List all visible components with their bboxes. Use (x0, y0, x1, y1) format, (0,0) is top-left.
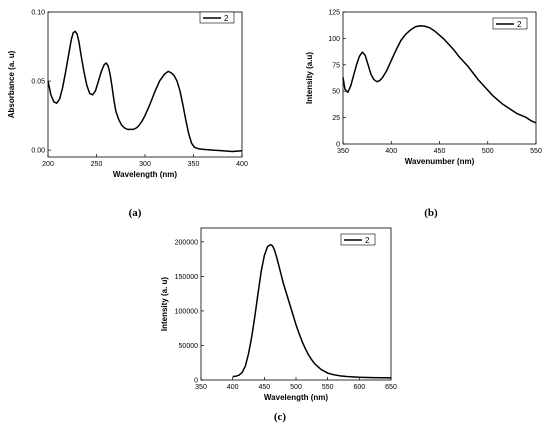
y-tick-label: 25 (332, 115, 340, 122)
x-tick-label: 350 (188, 161, 200, 168)
panel-label: (c) (274, 411, 287, 423)
x-axis-label: Wavelength (nm) (113, 170, 177, 179)
y-tick-label: 100000 (175, 308, 198, 315)
y-tick-label: 100 (328, 36, 340, 43)
x-tick-label: 350 (337, 148, 349, 155)
y-axis-label: Absorbance (a. u) (7, 50, 16, 118)
y-tick-label: 0 (336, 142, 340, 149)
series-line (232, 243, 392, 379)
y-axis-label: Intensity (a.u) (305, 52, 314, 104)
chart-panel-a: 200 250 300 350 400 0.00 0.05 0.10 Wavelength (n… (7, 10, 248, 220)
x-tick-label: 450 (434, 148, 446, 155)
y-tick-label: 75 (332, 62, 340, 69)
plot-frame (200, 227, 392, 381)
x-tick-label: 550 (530, 148, 542, 155)
x-tick-label: 200 (42, 161, 54, 168)
chart-panel-c: 350 400 450 500 550 600 650 0 50000 100000 150000 2… (160, 227, 397, 423)
x-tick-label: 400 (227, 384, 239, 391)
x-tick-label: 400 (236, 161, 248, 168)
panel-label: (a) (129, 207, 142, 219)
y-tick-label: 200000 (175, 239, 198, 246)
chart-panel-b: 350 400 450 500 550 0 25 50 75 100 125 Wavenumber (… (305, 10, 542, 220)
series-line (342, 24, 537, 124)
x-tick-label: 300 (139, 161, 151, 168)
y-tick-label: 150000 (175, 274, 198, 281)
legend-label: 2 (517, 20, 522, 29)
x-tick-label: 450 (258, 384, 270, 391)
x-tick-label: 550 (322, 384, 334, 391)
x-tick-label: 500 (482, 148, 494, 155)
legend-label: 2 (365, 236, 370, 245)
y-tick-label: 125 (328, 10, 340, 17)
plot-frame (342, 11, 537, 145)
x-tick-label: 500 (290, 384, 302, 391)
y-tick-label: 50 (332, 89, 340, 96)
y-tick-label: 0.05 (31, 79, 45, 86)
y-tick-label: 50000 (179, 343, 199, 350)
y-tick-label: 0.10 (31, 10, 45, 17)
x-axis-label: Wavelength (nm) (264, 393, 328, 402)
y-axis-label: Intensity (a. u) (160, 277, 169, 332)
x-tick-label: 600 (353, 384, 365, 391)
x-tick-label: 250 (91, 161, 103, 168)
x-axis-label: Wavenumber (nm) (405, 157, 475, 166)
panel-label: (b) (424, 207, 438, 219)
y-tick-label: 0.00 (31, 148, 45, 155)
series-line (47, 30, 243, 153)
x-tick-label: 650 (385, 384, 397, 391)
y-tick-label: 0 (194, 378, 198, 385)
x-tick-label: 350 (195, 384, 207, 391)
legend-label: 2 (224, 14, 229, 23)
x-tick-label: 400 (385, 148, 397, 155)
